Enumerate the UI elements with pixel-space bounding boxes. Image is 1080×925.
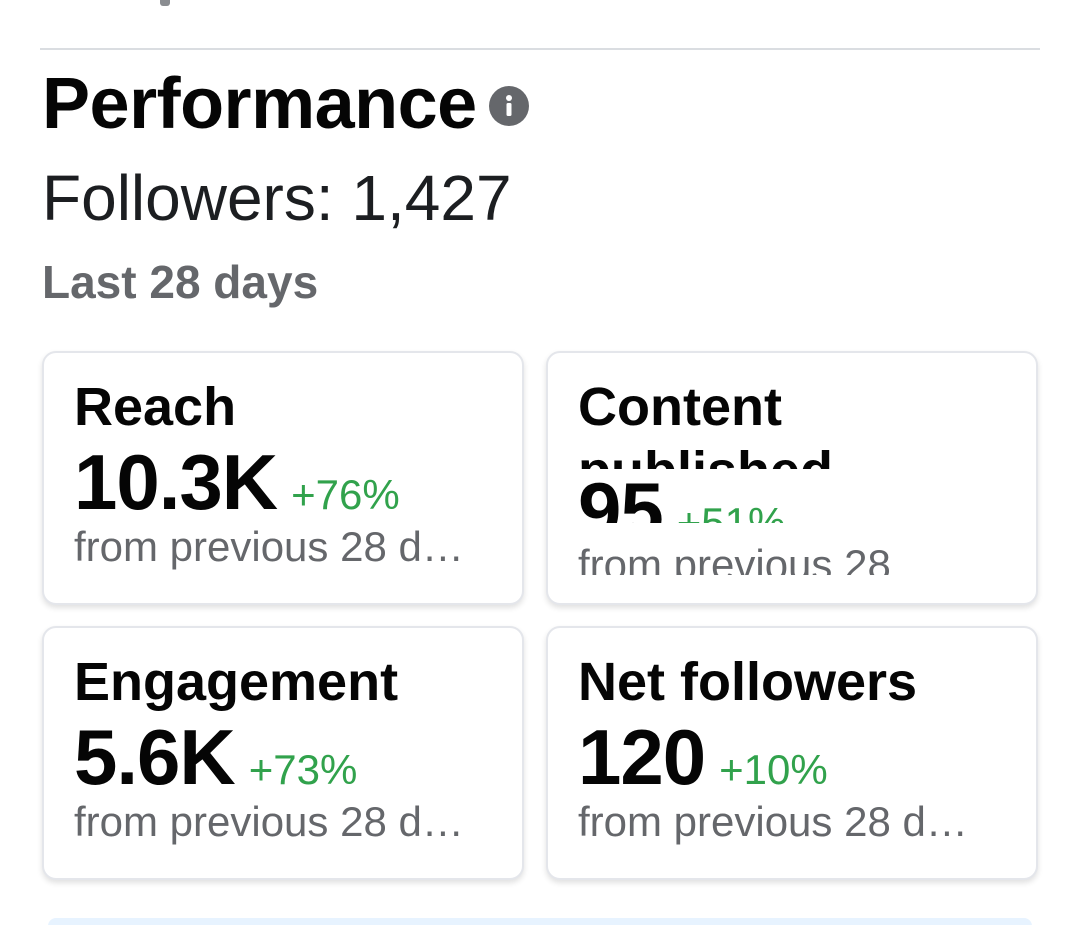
info-icon[interactable]	[488, 86, 529, 126]
section-divider	[40, 48, 1040, 50]
card-label: Engagement	[74, 652, 399, 712]
card-value: 5.6K	[74, 713, 236, 801]
reach-card[interactable]: Reach 10.3K +76% from previous 28 days	[42, 351, 524, 605]
card-change: +73%	[248, 746, 358, 793]
card-comparison-text: from previous 28 days	[74, 798, 484, 845]
previous-section-peek	[160, 0, 170, 6]
card-comparison-text: from previous 28 days	[578, 798, 988, 845]
card-comparison-text: from previous 28 days	[74, 523, 484, 570]
card-value: 120	[578, 713, 706, 801]
card-change: +51%	[676, 499, 786, 523]
card-value-row: 10.3K +76%	[74, 437, 400, 527]
card-change: +10%	[719, 746, 828, 793]
card-comparison-text: from previous 28	[578, 541, 891, 575]
engagement-card[interactable]: Engagement 5.6K +73% from previous 28 da…	[42, 626, 524, 880]
followers-count: Followers: 1,427	[42, 162, 512, 234]
card-value: 10.3K	[74, 438, 278, 526]
card-label: Content	[578, 377, 782, 437]
card-label-line2: published	[578, 439, 833, 469]
next-section-peek	[48, 918, 1032, 925]
card-value-row: 5.6K +73%	[74, 712, 357, 802]
card-value-row: 95 +51%	[578, 465, 785, 523]
card-label: Net followers	[578, 652, 918, 712]
info-icon-glyph	[505, 95, 512, 116]
card-value: 95	[578, 466, 664, 523]
content-published-card[interactable]: Content published 95 +51% from previous …	[546, 351, 1038, 605]
net-followers-card[interactable]: Net followers 120 +10% from previous 28 …	[546, 626, 1038, 880]
performance-header: Performance	[42, 62, 529, 146]
section-title: Performance	[42, 64, 477, 144]
period-label: Last 28 days	[42, 256, 319, 308]
card-label: Reach	[74, 377, 237, 437]
card-value-row: 120 +10%	[578, 712, 828, 802]
card-change: +76%	[291, 471, 400, 518]
